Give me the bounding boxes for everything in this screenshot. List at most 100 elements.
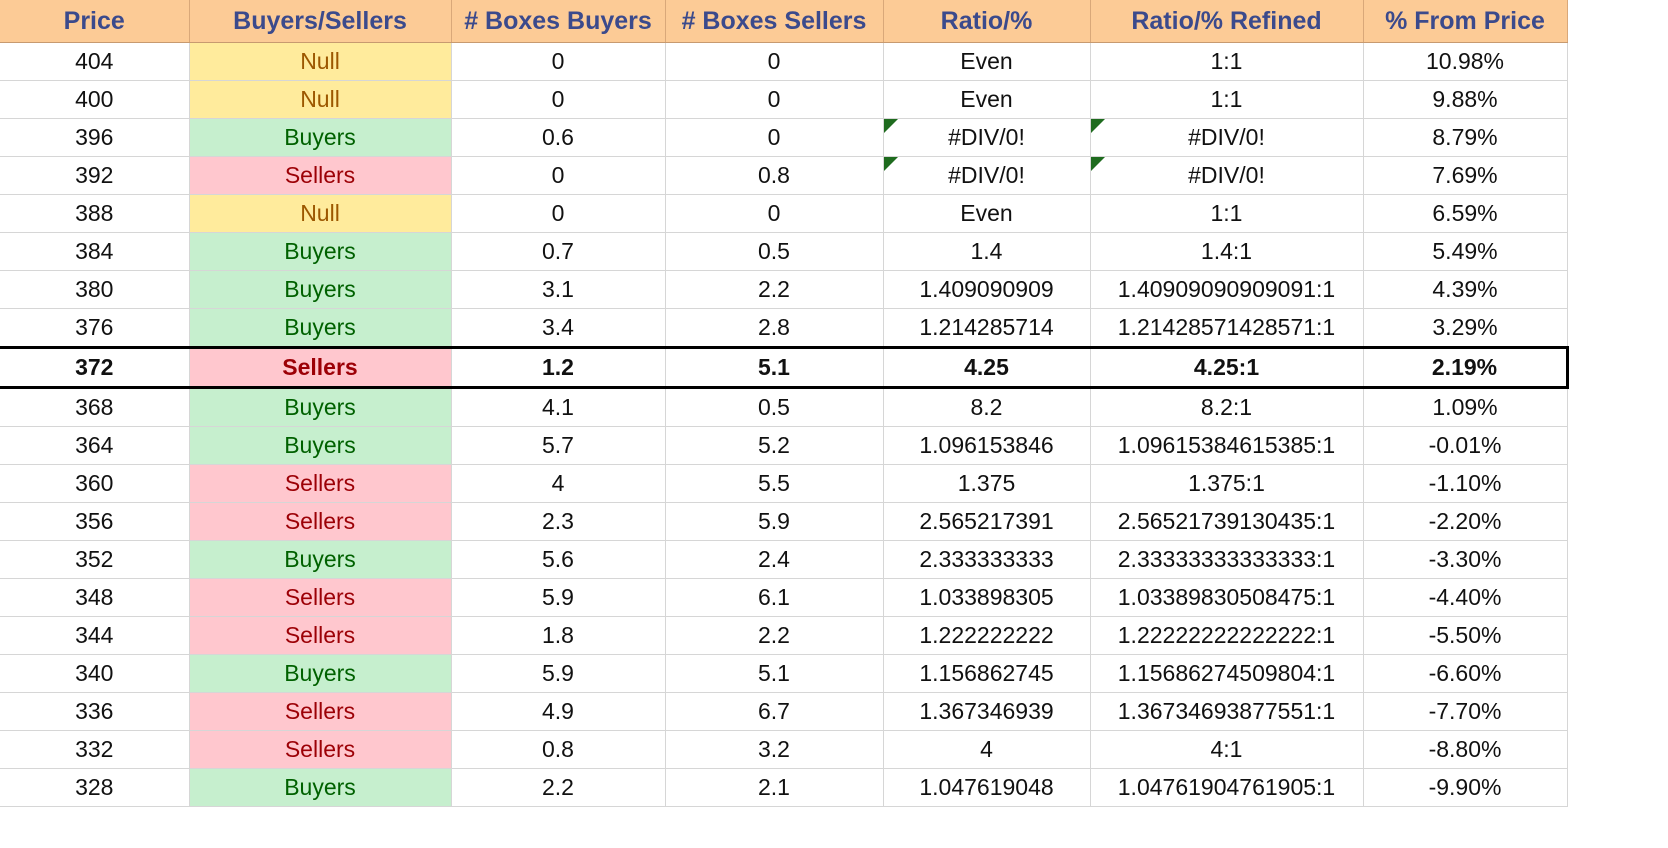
ratio-refined-cell[interactable]: 1.36734693877551:1 bbox=[1090, 692, 1364, 731]
boxes-sellers-cell[interactable]: 0.5 bbox=[665, 387, 884, 427]
boxes-sellers-cell[interactable]: 2.2 bbox=[665, 270, 884, 309]
from-price-cell[interactable]: -0.01% bbox=[1363, 426, 1568, 465]
from-price-cell[interactable]: 7.69% bbox=[1363, 156, 1568, 195]
signal-cell[interactable]: Sellers bbox=[189, 502, 452, 541]
price-cell[interactable]: 396 bbox=[0, 118, 190, 157]
price-cell[interactable]: 328 bbox=[0, 768, 190, 807]
boxes-buyers-cell[interactable]: 5.9 bbox=[451, 654, 666, 693]
from-price-cell[interactable]: -3.30% bbox=[1363, 540, 1568, 579]
price-cell[interactable]: 336 bbox=[0, 692, 190, 731]
price-cell[interactable]: 392 bbox=[0, 156, 190, 195]
ratio-cell[interactable]: 1.096153846 bbox=[883, 426, 1091, 465]
from-price-cell[interactable]: 1.09% bbox=[1363, 387, 1568, 427]
ratio-refined-cell[interactable]: 2.33333333333333:1 bbox=[1090, 540, 1364, 579]
from-price-cell[interactable]: -4.40% bbox=[1363, 578, 1568, 617]
boxes-buyers-cell[interactable]: 2.2 bbox=[451, 768, 666, 807]
ratio-refined-cell[interactable]: 4.25:1 bbox=[1090, 346, 1364, 389]
price-cell[interactable]: 384 bbox=[0, 232, 190, 271]
signal-cell[interactable]: Buyers bbox=[189, 768, 452, 807]
ratio-refined-cell[interactable]: 8.2:1 bbox=[1090, 387, 1364, 427]
price-cell[interactable]: 360 bbox=[0, 464, 190, 503]
signal-cell[interactable]: Buyers bbox=[189, 270, 452, 309]
ratio-refined-cell[interactable]: 1:1 bbox=[1090, 80, 1364, 119]
ratio-cell[interactable]: 8.2 bbox=[883, 387, 1091, 427]
boxes-sellers-cell[interactable]: 0 bbox=[665, 194, 884, 233]
boxes-sellers-cell[interactable]: 2.2 bbox=[665, 616, 884, 655]
boxes-sellers-cell[interactable]: 0.8 bbox=[665, 156, 884, 195]
signal-cell[interactable]: Buyers bbox=[189, 426, 452, 465]
error-indicator-icon[interactable] bbox=[883, 157, 898, 171]
ratio-refined-cell[interactable]: 1.21428571428571:1 bbox=[1090, 308, 1364, 348]
ratio-refined-cell[interactable]: 1.40909090909091:1 bbox=[1090, 270, 1364, 309]
ratio-refined-cell[interactable]: 1:1 bbox=[1090, 194, 1364, 233]
signal-cell[interactable]: Null bbox=[189, 80, 452, 119]
from-price-cell[interactable]: -7.70% bbox=[1363, 692, 1568, 731]
header-ratio[interactable]: Ratio/% bbox=[883, 0, 1091, 43]
from-price-cell[interactable]: 8.79% bbox=[1363, 118, 1568, 157]
boxes-buyers-cell[interactable]: 4 bbox=[451, 464, 666, 503]
boxes-sellers-cell[interactable]: 2.1 bbox=[665, 768, 884, 807]
from-price-cell[interactable]: -1.10% bbox=[1363, 464, 1568, 503]
ratio-cell[interactable]: Even bbox=[883, 80, 1091, 119]
signal-cell[interactable]: Sellers bbox=[189, 156, 452, 195]
price-cell[interactable]: 400 bbox=[0, 80, 190, 119]
price-cell[interactable]: 348 bbox=[0, 578, 190, 617]
ratio-cell[interactable]: 1.375 bbox=[883, 464, 1091, 503]
price-cell[interactable]: 376 bbox=[0, 308, 190, 348]
boxes-buyers-cell[interactable]: 5.7 bbox=[451, 426, 666, 465]
signal-cell[interactable]: Null bbox=[189, 194, 452, 233]
boxes-buyers-cell[interactable]: 1.8 bbox=[451, 616, 666, 655]
ratio-cell[interactable]: 1.409090909 bbox=[883, 270, 1091, 309]
header-boxes-buyers[interactable]: # Boxes Buyers bbox=[451, 0, 666, 43]
boxes-buyers-cell[interactable]: 0.7 bbox=[451, 232, 666, 271]
boxes-sellers-cell[interactable]: 2.8 bbox=[665, 308, 884, 348]
boxes-sellers-cell[interactable]: 2.4 bbox=[665, 540, 884, 579]
signal-cell[interactable]: Buyers bbox=[189, 540, 452, 579]
price-cell[interactable]: 368 bbox=[0, 387, 190, 427]
boxes-sellers-cell[interactable]: 5.9 bbox=[665, 502, 884, 541]
signal-cell[interactable]: Buyers bbox=[189, 118, 452, 157]
price-cell[interactable]: 388 bbox=[0, 194, 190, 233]
ratio-refined-cell[interactable]: 1:1 bbox=[1090, 42, 1364, 81]
boxes-buyers-cell[interactable]: 0 bbox=[451, 194, 666, 233]
boxes-buyers-cell[interactable]: 3.4 bbox=[451, 308, 666, 348]
boxes-buyers-cell[interactable]: 0 bbox=[451, 42, 666, 81]
header-buyers-sellers[interactable]: Buyers/Sellers bbox=[189, 0, 452, 43]
ratio-refined-cell[interactable]: 1.375:1 bbox=[1090, 464, 1364, 503]
boxes-sellers-cell[interactable]: 6.1 bbox=[665, 578, 884, 617]
ratio-cell[interactable]: #DIV/0! bbox=[883, 156, 1091, 195]
signal-cell[interactable]: Sellers bbox=[189, 578, 452, 617]
boxes-sellers-cell[interactable]: 3.2 bbox=[665, 730, 884, 769]
from-price-cell[interactable]: 9.88% bbox=[1363, 80, 1568, 119]
ratio-refined-cell[interactable]: 1.4:1 bbox=[1090, 232, 1364, 271]
ratio-cell[interactable]: Even bbox=[883, 42, 1091, 81]
from-price-cell[interactable]: -2.20% bbox=[1363, 502, 1568, 541]
ratio-cell[interactable]: Even bbox=[883, 194, 1091, 233]
boxes-buyers-cell[interactable]: 0 bbox=[451, 80, 666, 119]
boxes-buyers-cell[interactable]: 3.1 bbox=[451, 270, 666, 309]
ratio-cell[interactable]: 2.565217391 bbox=[883, 502, 1091, 541]
boxes-buyers-cell[interactable]: 1.2 bbox=[451, 346, 666, 389]
boxes-sellers-cell[interactable]: 0 bbox=[665, 80, 884, 119]
price-cell[interactable]: 344 bbox=[0, 616, 190, 655]
price-cell[interactable]: 332 bbox=[0, 730, 190, 769]
signal-cell[interactable]: Null bbox=[189, 42, 452, 81]
ratio-refined-cell[interactable]: 4:1 bbox=[1090, 730, 1364, 769]
error-indicator-icon[interactable] bbox=[1090, 157, 1105, 171]
price-cell[interactable]: 356 bbox=[0, 502, 190, 541]
from-price-cell[interactable]: -6.60% bbox=[1363, 654, 1568, 693]
signal-cell[interactable]: Buyers bbox=[189, 654, 452, 693]
ratio-refined-cell[interactable]: 1.09615384615385:1 bbox=[1090, 426, 1364, 465]
ratio-cell[interactable]: 2.333333333 bbox=[883, 540, 1091, 579]
from-price-cell[interactable]: -8.80% bbox=[1363, 730, 1568, 769]
signal-cell[interactable]: Sellers bbox=[189, 692, 452, 731]
boxes-sellers-cell[interactable]: 5.1 bbox=[665, 346, 884, 389]
from-price-cell[interactable]: 2.19% bbox=[1363, 346, 1569, 389]
ratio-refined-cell[interactable]: 1.04761904761905:1 bbox=[1090, 768, 1364, 807]
boxes-sellers-cell[interactable]: 0.5 bbox=[665, 232, 884, 271]
from-price-cell[interactable]: 3.29% bbox=[1363, 308, 1568, 348]
from-price-cell[interactable]: -9.90% bbox=[1363, 768, 1568, 807]
signal-cell[interactable]: Sellers bbox=[189, 464, 452, 503]
from-price-cell[interactable]: 6.59% bbox=[1363, 194, 1568, 233]
from-price-cell[interactable]: 10.98% bbox=[1363, 42, 1568, 81]
